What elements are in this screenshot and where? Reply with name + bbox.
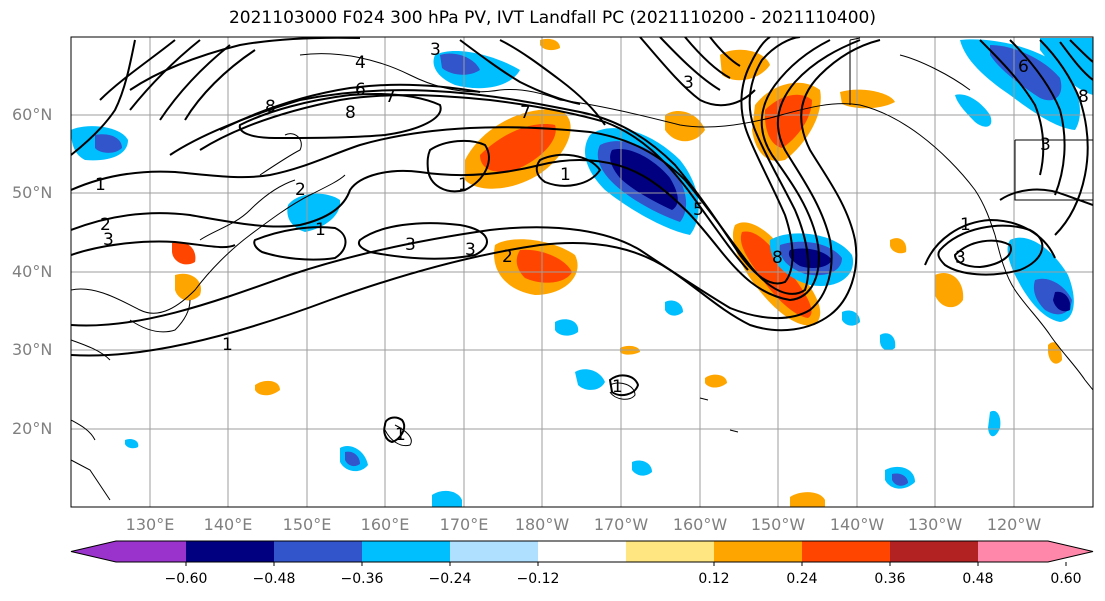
lon-label: 160°W <box>672 515 728 534</box>
positive-anomaly <box>540 38 560 51</box>
lon-label: 130°W <box>907 515 963 534</box>
lat-label: 30°N <box>12 340 53 359</box>
lon-label: 160°E <box>360 515 410 534</box>
contour-label: 8 <box>345 103 356 123</box>
contour-label: 3 <box>430 40 441 60</box>
colorbar-tick-label: 0.12 <box>698 571 730 587</box>
lon-label: 150°W <box>750 515 806 534</box>
negative-anomaly <box>1053 291 1071 312</box>
colorbar-tick-label: 0.60 <box>1050 571 1082 587</box>
contour-label: 6 <box>355 80 366 100</box>
contour-label: 3 <box>465 240 476 260</box>
contour-label: 3 <box>405 235 416 255</box>
map-title: 2021103000 F024 300 hPa PV, IVT Landfall… <box>228 8 876 28</box>
contour-label: 7 <box>520 103 531 123</box>
lon-label: 140°W <box>829 515 885 534</box>
colorbar-tick-label: −0.24 <box>428 571 472 587</box>
contour-label: 1 <box>458 175 469 195</box>
contour-label: 1 <box>612 377 623 397</box>
contour-label: 5 <box>693 200 704 220</box>
contour-labels: 1 1 1 1 1 1 1 1 2 2 2 3 3 3 3 3 3 3 4 5 … <box>95 40 1089 445</box>
contour-label: 1 <box>222 335 233 355</box>
negative-anomaly <box>575 369 605 390</box>
map-frame <box>70 36 1094 508</box>
negative-anomaly <box>892 473 908 486</box>
contour-label: 1 <box>560 165 571 185</box>
lon-label: 150°E <box>282 515 332 534</box>
contour-label: 3 <box>1040 135 1051 155</box>
contour-label: 1 <box>95 175 106 195</box>
negative-anomaly <box>990 45 1062 101</box>
contour-label: 2 <box>502 247 513 267</box>
lon-label: 170°E <box>439 515 489 534</box>
colorbar-tick-label: −0.60 <box>164 571 208 587</box>
positive-anomaly <box>516 249 572 283</box>
contour-label: 4 <box>355 53 366 73</box>
positive-anomaly <box>480 124 556 172</box>
colorbar-tick-label: −0.48 <box>252 571 296 587</box>
negative-anomaly <box>665 300 683 316</box>
contour-label: 2 <box>100 215 111 235</box>
lat-label: 60°N <box>12 105 53 124</box>
contour-label: 2 <box>295 180 306 200</box>
positive-anomaly <box>172 241 196 265</box>
lon-label: 180°W <box>514 515 570 534</box>
positive-anomaly <box>255 380 280 396</box>
colorbar-tick-label: 0.36 <box>874 571 906 587</box>
contour-label: 3 <box>103 230 114 250</box>
negative-anomaly <box>610 149 678 210</box>
positive-anomaly <box>740 231 812 318</box>
positive-anomaly <box>175 273 201 301</box>
lat-label: 40°N <box>12 262 53 281</box>
contour-label: 6 <box>1018 57 1029 77</box>
negative-anomaly <box>345 451 360 467</box>
negative-anomaly <box>432 490 462 507</box>
lat-label: 50°N <box>12 183 53 202</box>
negative-anomaly <box>125 438 139 449</box>
contour-label: 1 <box>315 220 326 240</box>
negative-anomaly <box>842 310 860 326</box>
contour-label: 8 <box>265 97 276 117</box>
lon-label: 140°E <box>203 515 253 534</box>
colorbar-tick-label: −0.12 <box>516 571 560 587</box>
negative-anomaly <box>287 193 341 232</box>
colorbar-tick-label: 0.24 <box>786 571 818 587</box>
positive-anomaly <box>790 492 825 507</box>
contour-label: 3 <box>955 248 966 268</box>
colorbar-tick-label: 0.48 <box>962 571 994 587</box>
lon-label: 130°E <box>125 515 175 534</box>
negative-anomaly <box>440 53 480 75</box>
contour-label: 8 <box>1078 87 1089 107</box>
positive-anomaly <box>1048 342 1062 364</box>
lon-label: 120°W <box>986 515 1042 534</box>
positive-anomaly <box>840 89 895 109</box>
negative-anomaly <box>1040 38 1093 95</box>
positive-anomaly <box>764 94 812 148</box>
negative-anomaly <box>632 460 652 476</box>
negative-anomaly <box>880 333 896 351</box>
contour-label: 8 <box>772 248 783 268</box>
lon-label: 170°W <box>593 515 649 534</box>
positive-anomaly <box>705 374 727 388</box>
negative-anomaly <box>95 134 122 153</box>
positive-anomaly <box>935 272 964 308</box>
colorbar-tick-label: −0.36 <box>340 571 384 587</box>
negative-anomaly <box>955 94 992 127</box>
positive-anomaly <box>720 49 770 81</box>
pv-contours <box>71 37 1093 444</box>
negative-anomaly <box>988 410 1001 437</box>
contour-label: 7 <box>385 87 396 107</box>
positive-anomaly <box>890 238 907 254</box>
negative-anomaly <box>788 248 832 268</box>
contour-label: 1 <box>960 215 971 235</box>
lat-label: 20°N <box>12 419 53 438</box>
contour-label: 3 <box>683 73 694 93</box>
contour-label: 1 <box>395 425 406 445</box>
negative-anomaly <box>555 319 579 336</box>
